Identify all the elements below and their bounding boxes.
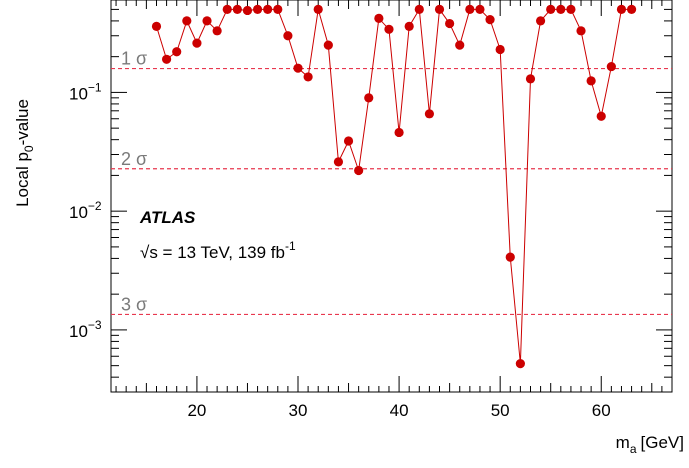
data-point bbox=[192, 38, 202, 48]
atlas-label: ATLAS bbox=[139, 208, 196, 227]
data-point bbox=[323, 40, 333, 50]
sigma-label: 2 σ bbox=[121, 149, 147, 169]
y-tick-label: 10−3 bbox=[69, 318, 102, 341]
data-point bbox=[374, 13, 384, 23]
data-point bbox=[263, 4, 273, 15]
data-point bbox=[606, 61, 616, 72]
x-axis-symbol: m bbox=[616, 433, 630, 452]
data-point bbox=[475, 4, 485, 15]
data-point bbox=[596, 111, 606, 121]
data-point bbox=[333, 157, 344, 167]
data-point bbox=[313, 4, 323, 15]
data-point bbox=[273, 4, 283, 15]
x-axis-subscript: a bbox=[630, 442, 637, 456]
y-tick-label: 10−2 bbox=[69, 199, 102, 222]
data-point bbox=[495, 44, 505, 55]
data-point bbox=[222, 4, 232, 15]
plot-frame bbox=[110, 0, 673, 393]
data-point bbox=[404, 21, 414, 31]
data-point bbox=[505, 252, 515, 262]
data-point bbox=[283, 31, 293, 41]
data-point bbox=[566, 4, 576, 15]
data-point bbox=[161, 54, 172, 64]
x-axis-title: ma [GeV] bbox=[616, 433, 684, 456]
x-tick-label: 30 bbox=[289, 401, 308, 420]
y-tick-exponent: −1 bbox=[88, 80, 102, 94]
y-tick-base: 10 bbox=[69, 203, 88, 222]
data-point bbox=[626, 4, 637, 15]
data-point bbox=[546, 4, 556, 15]
data-point bbox=[364, 93, 374, 103]
energy-luminosity-label: √s = 13 TeV, 139 fb-1 bbox=[140, 239, 296, 262]
data-point bbox=[535, 16, 546, 26]
data-point bbox=[242, 5, 253, 16]
data-point bbox=[343, 136, 354, 146]
data-point bbox=[293, 63, 303, 73]
data-point bbox=[172, 47, 182, 57]
series-line bbox=[156, 7, 632, 364]
data-point bbox=[434, 4, 445, 15]
luminosity-exponent: -1 bbox=[285, 239, 296, 253]
data-series bbox=[151, 4, 637, 369]
major-ticks bbox=[111, 0, 672, 392]
data-point bbox=[485, 15, 495, 25]
data-point bbox=[394, 127, 404, 138]
y-axis-suffix: -value bbox=[13, 99, 32, 145]
sigma-reference-lines: 1 σ 2 σ 3 σ bbox=[111, 49, 672, 316]
x-tick-label: 60 bbox=[592, 401, 611, 420]
data-point bbox=[414, 4, 424, 15]
data-point bbox=[465, 4, 475, 15]
y-tick-label: 10−1 bbox=[69, 80, 102, 103]
data-point bbox=[515, 359, 525, 369]
data-point bbox=[556, 4, 566, 15]
data-point bbox=[232, 4, 242, 15]
data-point bbox=[182, 16, 192, 26]
data-point bbox=[354, 165, 364, 176]
y-tick-exponent: −2 bbox=[88, 199, 102, 213]
data-point bbox=[525, 74, 536, 84]
data-point bbox=[252, 4, 263, 15]
data-point bbox=[586, 76, 596, 86]
y-axis-subscript: 0 bbox=[22, 145, 36, 152]
x-tick-label: 40 bbox=[390, 401, 409, 420]
data-point bbox=[424, 109, 435, 119]
data-point bbox=[303, 72, 313, 82]
data-point bbox=[151, 21, 162, 31]
data-point bbox=[576, 26, 586, 36]
y-tick-exponent: −3 bbox=[88, 318, 102, 332]
data-point bbox=[202, 16, 212, 26]
data-point bbox=[384, 24, 394, 34]
x-axis-unit: [GeV] bbox=[641, 433, 684, 452]
sigma-label: 3 σ bbox=[121, 294, 147, 314]
y-tick-base: 10 bbox=[69, 322, 88, 341]
y-tick-base: 10 bbox=[69, 84, 88, 103]
data-point bbox=[616, 4, 627, 15]
energy-luminosity-text: √s = 13 TeV, 139 fb bbox=[140, 243, 285, 262]
y-axis-title: Local p0-value bbox=[13, 99, 36, 207]
data-point bbox=[212, 26, 222, 36]
sigma-label: 1 σ bbox=[121, 49, 147, 69]
data-point bbox=[455, 40, 465, 50]
data-point bbox=[445, 18, 455, 29]
y-axis-text: Local p bbox=[13, 152, 32, 207]
x-tick-label: 50 bbox=[491, 401, 510, 420]
x-tick-label: 20 bbox=[187, 401, 206, 420]
